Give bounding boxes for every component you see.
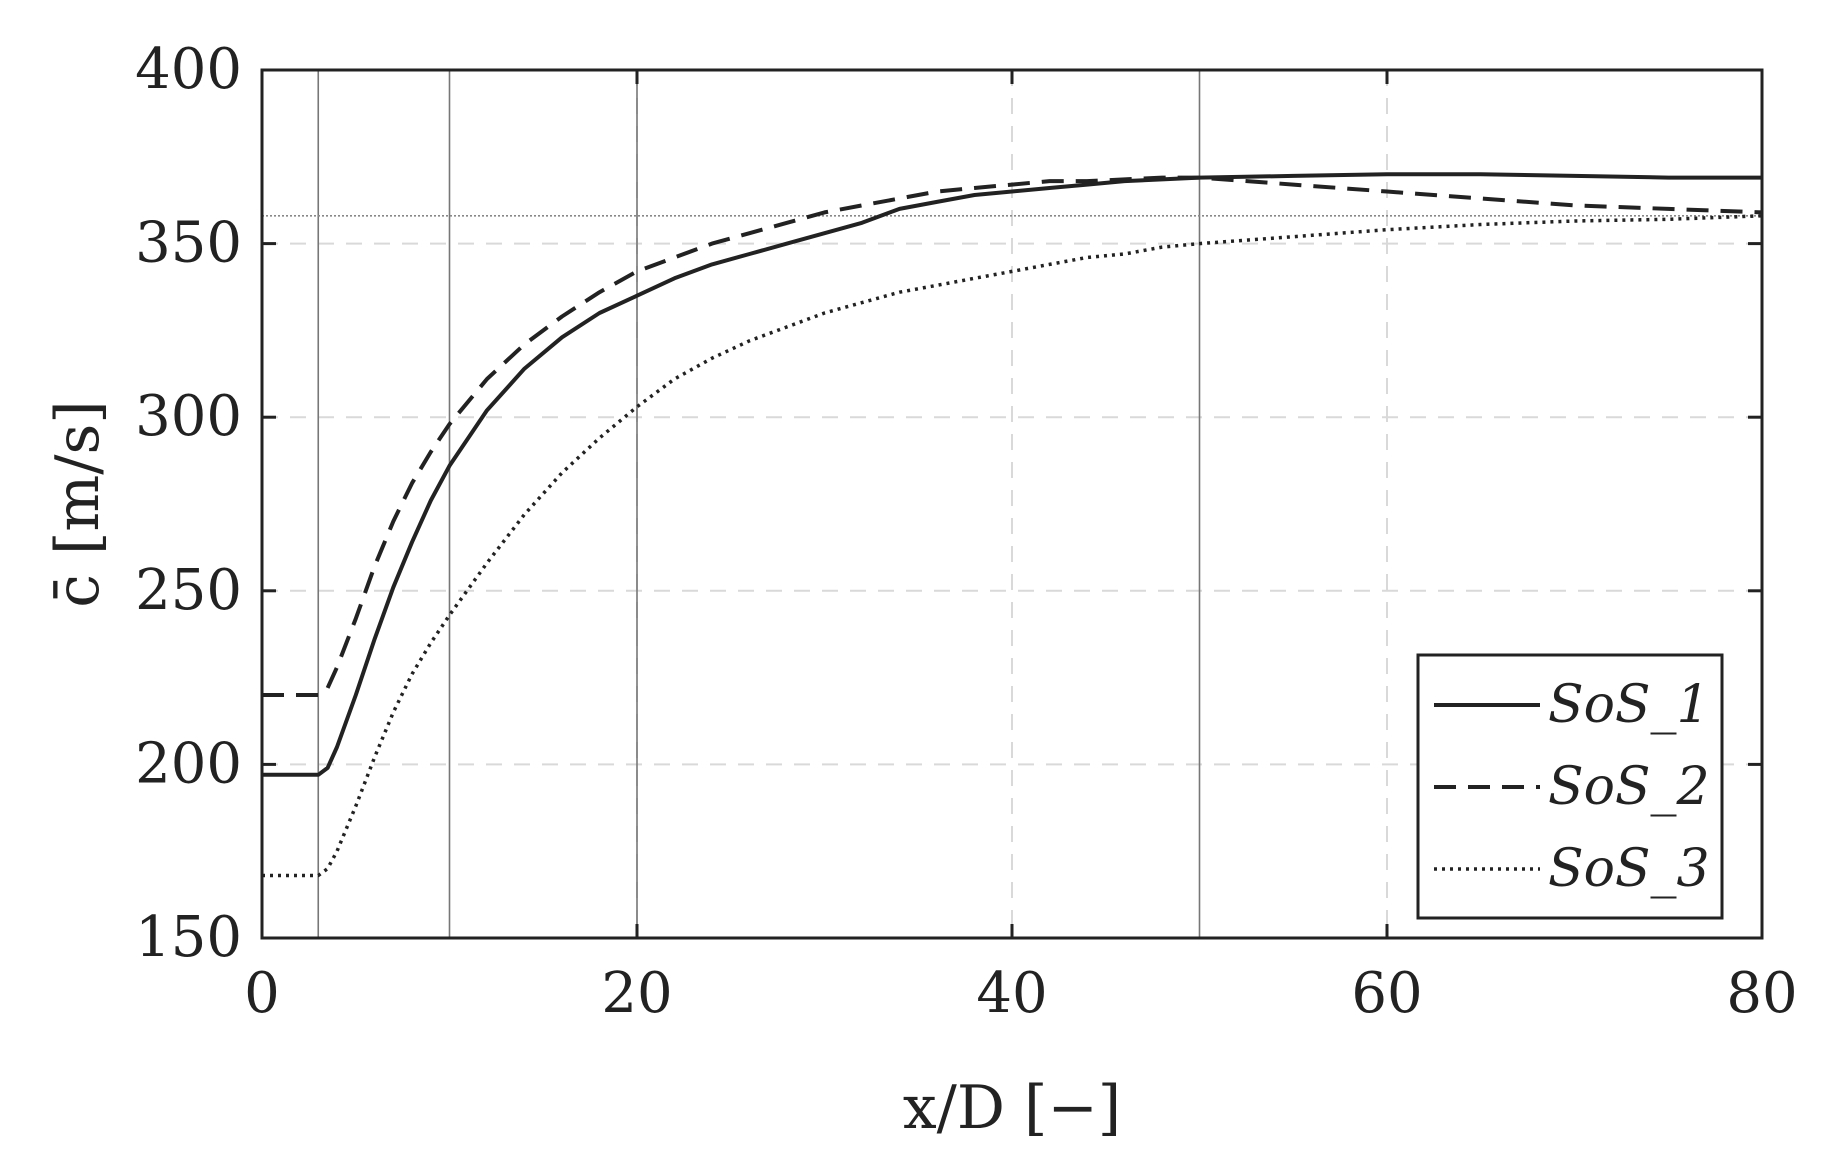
legend-label-sos-2: SoS_2 [1548,757,1710,817]
x-tick-label: 40 [976,961,1047,1026]
y-tick-label: 250 [135,558,242,623]
legend-label-sos-3: SoS_3 [1548,839,1710,899]
x-tick-label: 0 [244,961,280,1026]
series-line-sos-3 [262,214,1763,878]
x-tick-label: 80 [1726,961,1797,1026]
x-tick-label: 20 [601,961,672,1026]
y-tick-label: 150 [135,905,242,970]
series-line-sos-2 [262,175,1763,697]
y-tick-label: 400 [135,37,242,102]
series-lines [262,172,1763,878]
y-axis-label: c̄ [m/s] [43,400,113,607]
y-tick-label: 300 [135,384,242,449]
x-tick-label: 60 [1351,961,1422,1026]
axis-ticks: 0 20 40 60 80 150 200 250 300 350 400 [135,37,1798,1026]
x-axis-label: x/D [−] [903,1073,1121,1143]
y-tick-label: 200 [135,731,242,796]
reference-lines [262,70,1762,938]
legend: SoS_1 SoS_2 SoS_3 [1416,653,1724,920]
y-tick-label: 350 [135,211,242,276]
legend-label-sos-1: SoS_1 [1548,675,1710,735]
